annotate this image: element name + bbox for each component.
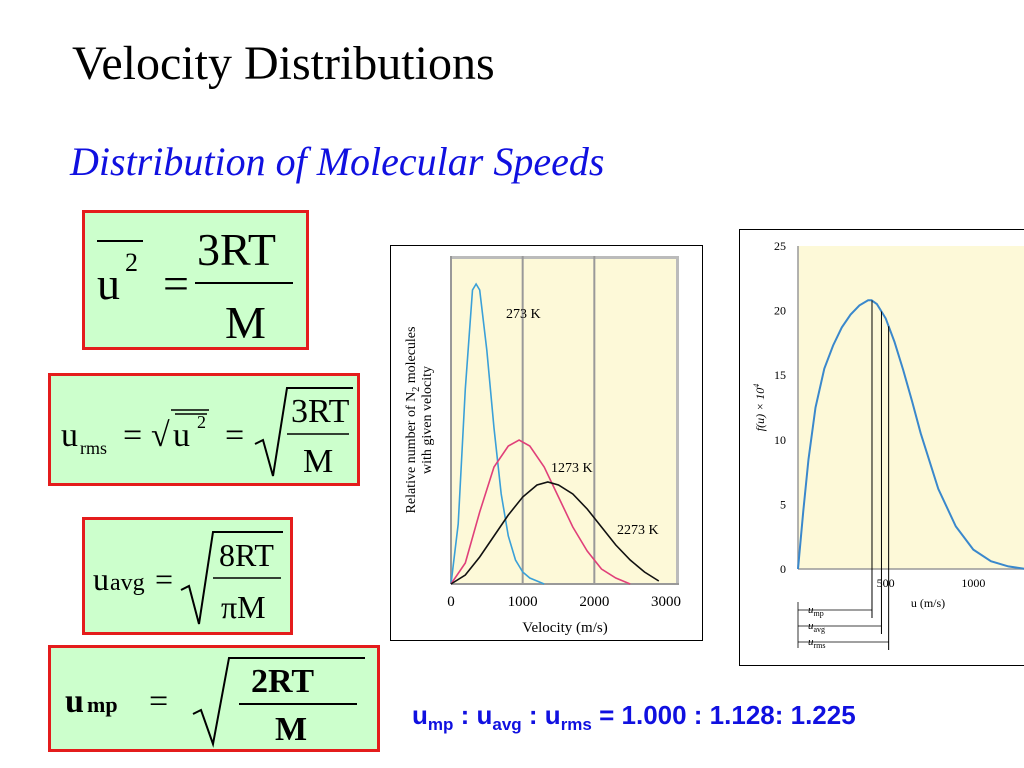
- f4-lhs: u: [65, 683, 84, 720]
- ratio-u-mp: u: [412, 700, 428, 730]
- ratio-sep-1: :: [453, 700, 477, 730]
- y-label-line-1: Relative number of N2 molecules: [404, 327, 422, 514]
- f1-lhs: u: [97, 258, 120, 309]
- f3-subscript: avg: [110, 570, 145, 596]
- y-tick-10: 10: [774, 433, 786, 447]
- plot-top-border: [451, 256, 679, 259]
- ratio-u-avg: u: [476, 700, 493, 730]
- y-label-text: f(u) × 104: [752, 384, 767, 431]
- ratio-sub-avg: avg: [492, 715, 522, 734]
- y-label-subscript: 2: [411, 387, 422, 392]
- plot-right-border: [676, 256, 679, 584]
- most-probable-speed-formula: u mp = 2RT M: [48, 645, 380, 752]
- y-axis-label: f(u) × 104: [752, 384, 767, 431]
- series-label-0: 273 K: [506, 307, 541, 322]
- series-line-1: [450, 439, 631, 585]
- y-tick-20: 20: [774, 304, 786, 318]
- f1-exponent: 2: [125, 248, 138, 277]
- marker-u-avg: u: [808, 620, 814, 632]
- f2-subscript: rms: [80, 438, 107, 458]
- marker-u-mp: u: [808, 604, 814, 616]
- f1-denominator: M: [225, 297, 266, 348]
- ratio-values: = 1.000 : 1.128: 1.225: [591, 700, 856, 730]
- y-tick-5: 5: [780, 497, 786, 511]
- marker-label-avg: uavg: [808, 620, 825, 634]
- y-label-part-1: Relative number of N: [404, 392, 419, 514]
- x-axis-label: Velocity (m/s): [522, 620, 607, 636]
- marker-u-rms: u: [808, 636, 814, 648]
- y-tick-15: 15: [774, 368, 786, 382]
- f1-equals: =: [163, 258, 189, 309]
- f4-denominator: M: [275, 711, 307, 748]
- f2-root-symbol: √: [151, 417, 170, 454]
- y-label-exponent: 4: [752, 384, 761, 388]
- f2-numerator: 3RT: [291, 393, 350, 430]
- x-tick-1000: 1000: [508, 594, 538, 610]
- ratio-sub-mp: mp: [427, 715, 454, 734]
- x-tick-1000: 1000: [961, 576, 985, 590]
- f2-middle: u: [173, 417, 190, 454]
- marker-sub-mp: mp: [814, 609, 824, 618]
- x-tick-0: 0: [447, 594, 455, 610]
- x-tick-2000: 2000: [579, 594, 609, 610]
- marker-sub-rms: rms: [814, 641, 826, 650]
- series-line-2: [450, 481, 660, 585]
- ratio-sub-rms: rms: [560, 715, 592, 734]
- y-label-main: f(u) × 10: [753, 388, 767, 431]
- rms-speed-formula: u rms = √ u 2 = 3RT M: [48, 373, 360, 486]
- speed-ratio: ump : uavg : urms = 1.000 : 1.128: 1.225: [412, 700, 856, 735]
- plot-background: [451, 256, 679, 584]
- ratio-u-rms: u: [544, 700, 561, 730]
- series-label-1: 1273 K: [551, 461, 593, 476]
- f3-numerator: 8RT: [219, 537, 274, 573]
- chart-speed-distribution: 051015202550010001500umpuavgurmsu (m/s)f…: [739, 229, 1024, 666]
- y-tick-0: 0: [780, 562, 786, 576]
- f4-subscript: mp: [87, 692, 118, 717]
- f3-denominator: πM: [221, 589, 266, 625]
- series-label-2: 2273 K: [617, 523, 659, 538]
- y-tick-25: 25: [774, 239, 786, 253]
- marker-label-rms: urms: [808, 636, 826, 650]
- chart-velocity-temperatures: 0 1000 2000 3000 273 K 1273 K 2273 K Velocity (…: [390, 245, 703, 641]
- slide-title: Velocity Distributions: [72, 37, 495, 90]
- series-line-0: [797, 299, 1024, 570]
- x-axis-label: u (m/s): [911, 596, 945, 610]
- f4-numerator: 2RT: [251, 663, 314, 700]
- f3-lhs: u: [93, 561, 109, 597]
- f2-lhs: u: [61, 417, 78, 454]
- f4-equals: =: [149, 683, 168, 720]
- series-line-0: [450, 282, 545, 585]
- f2-denominator: M: [303, 443, 333, 480]
- slide-subtitle: Distribution of Molecular Speeds: [70, 139, 605, 184]
- x-tick-3000: 3000: [651, 594, 681, 610]
- x-tick-500: 500: [877, 576, 895, 590]
- f2-equals-2: =: [225, 417, 244, 454]
- y-label-line-2: with given velocity: [420, 366, 435, 474]
- marker-sub-avg: avg: [814, 625, 826, 634]
- f3-equals: =: [155, 561, 173, 597]
- ratio-sep-2: :: [521, 700, 545, 730]
- f1-numerator: 3RT: [197, 224, 276, 275]
- plot-background: [798, 246, 1024, 569]
- f2-equals: =: [123, 417, 142, 454]
- y-label-part-2: molecules: [404, 327, 419, 387]
- mean-square-speed-formula: u 2 = 3RT M: [82, 210, 309, 350]
- marker-label-mp: ump: [808, 604, 824, 618]
- f2-exponent: 2: [197, 412, 206, 432]
- avg-speed-formula: u avg = 8RT πM: [82, 517, 293, 635]
